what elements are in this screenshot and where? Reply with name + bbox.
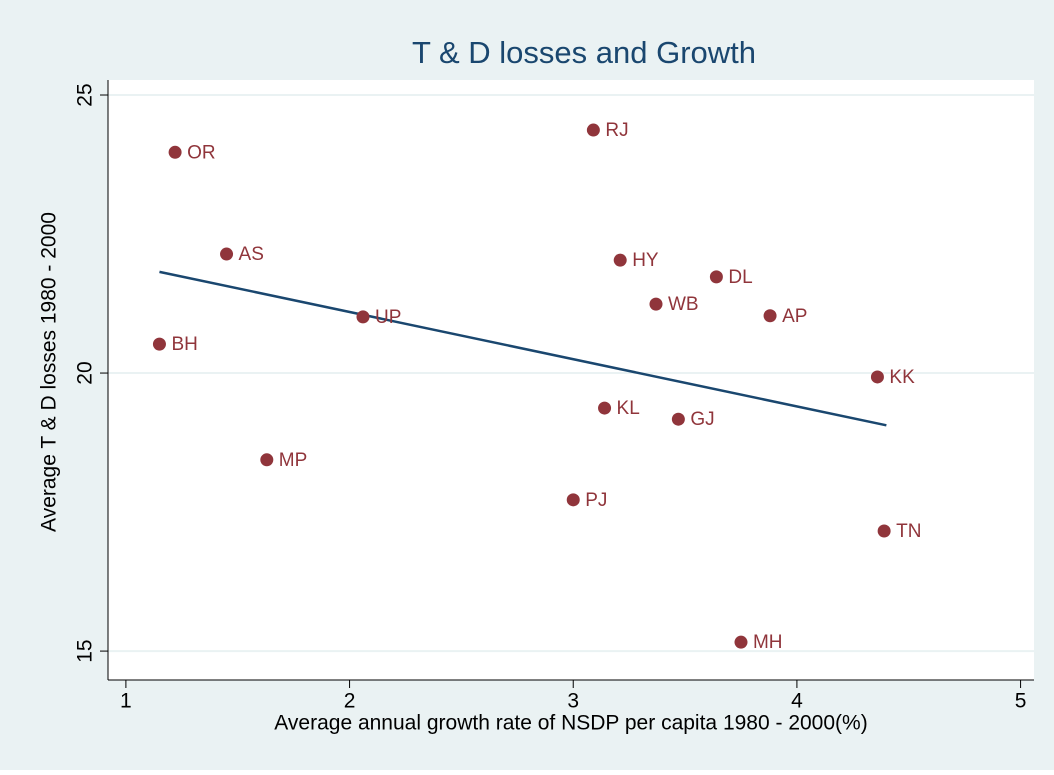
point-label: HY xyxy=(632,250,659,271)
point xyxy=(709,270,723,284)
point-label: RJ xyxy=(605,120,628,141)
point xyxy=(877,524,891,538)
point xyxy=(734,635,748,649)
point-label: KK xyxy=(889,367,915,388)
point-label: OR xyxy=(187,142,216,163)
point xyxy=(613,253,627,267)
point xyxy=(870,370,884,384)
x-tick-label: 2 xyxy=(344,690,356,713)
point xyxy=(168,145,182,159)
point xyxy=(598,401,612,415)
point xyxy=(356,310,370,324)
x-tick-label: 3 xyxy=(567,690,579,713)
point-label: AS xyxy=(239,244,264,265)
point xyxy=(649,297,663,311)
point xyxy=(260,453,274,467)
fit-line xyxy=(159,270,887,427)
point-label: UP xyxy=(375,307,401,328)
point xyxy=(566,493,580,507)
y-tick-label: 20 xyxy=(74,361,97,384)
point-label: MP xyxy=(279,450,308,471)
x-tick-label: 1 xyxy=(120,690,132,713)
point-label: TN xyxy=(896,521,921,542)
y-tick-label: 25 xyxy=(74,83,97,106)
point-label: BH xyxy=(171,334,197,355)
point-label: MH xyxy=(753,632,783,653)
x-tick-label: 4 xyxy=(791,690,803,713)
point-label: PJ xyxy=(585,490,607,511)
point-label: KL xyxy=(617,398,640,419)
chart-title: T & D losses and Growth xyxy=(412,35,756,70)
point xyxy=(152,337,166,351)
point xyxy=(671,412,685,426)
point-label: GJ xyxy=(690,409,714,430)
y-axis-label: Average T & D losses 1980 - 2000 xyxy=(38,212,61,532)
point-label: DL xyxy=(728,267,752,288)
point xyxy=(220,247,234,261)
point-label: AP xyxy=(782,306,807,327)
x-tick-label: 5 xyxy=(1015,690,1027,713)
y-tick-label: 15 xyxy=(74,639,97,662)
point-label: WB xyxy=(668,294,699,315)
point xyxy=(586,123,600,137)
point xyxy=(763,309,777,323)
x-axis-label: Average annual growth rate of NSDP per c… xyxy=(274,712,867,735)
